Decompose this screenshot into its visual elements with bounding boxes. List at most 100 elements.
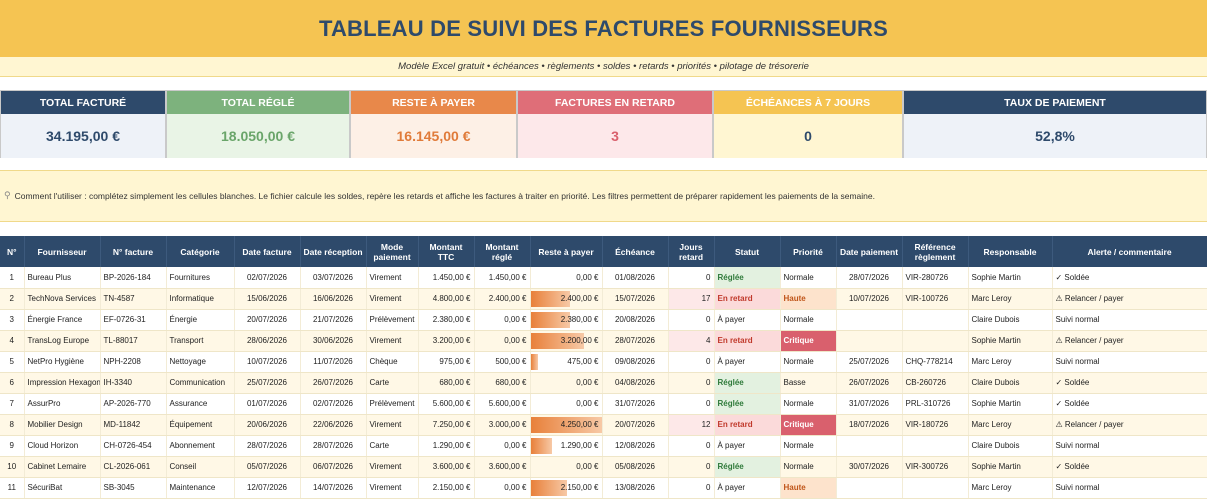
cell-ref[interactable] bbox=[902, 309, 969, 331]
cell-date-paiement[interactable]: 18/07/2026 bbox=[836, 414, 903, 436]
cell-date-reception[interactable]: 11/07/2026 bbox=[300, 351, 367, 373]
cell-reste[interactable]: 4.250,00 € bbox=[530, 414, 603, 436]
column-header[interactable]: Catégorie bbox=[166, 236, 235, 267]
table-row[interactable]: 4 TransLog Europe TL-88017 Transport 28/06/2… bbox=[0, 330, 1207, 352]
cell-priorite[interactable]: Normale bbox=[780, 351, 837, 373]
cell-echeance[interactable]: 28/07/2026 bbox=[602, 330, 669, 352]
cell-mode[interactable]: Carte bbox=[366, 372, 419, 394]
column-header[interactable]: Montant TTC bbox=[418, 236, 475, 267]
cell-fournisseur[interactable]: Bureau Plus bbox=[24, 267, 101, 289]
cell-fournisseur[interactable]: TransLog Europe bbox=[24, 330, 101, 352]
cell-facture[interactable]: NPH-2208 bbox=[100, 351, 167, 373]
cell-echeance[interactable]: 15/07/2026 bbox=[602, 288, 669, 310]
cell-responsable[interactable]: Marc Leroy bbox=[968, 351, 1053, 373]
cell-facture[interactable]: IH-3340 bbox=[100, 372, 167, 394]
cell-ref[interactable]: VIR-300726 bbox=[902, 456, 969, 478]
cell-retard[interactable]: 0 bbox=[668, 267, 715, 289]
cell-regle[interactable]: 0,00 € bbox=[474, 477, 531, 499]
table-row[interactable]: 2 TechNova Services TN-4587 Informatique 15/… bbox=[0, 288, 1207, 310]
cell-date-reception[interactable]: 16/06/2026 bbox=[300, 288, 367, 310]
cell-ref[interactable] bbox=[902, 435, 969, 457]
cell-retard[interactable]: 0 bbox=[668, 309, 715, 331]
cell-ttc[interactable]: 3.600,00 € bbox=[418, 456, 475, 478]
cell-reste[interactable]: 2.380,00 € bbox=[530, 309, 603, 331]
cell-categorie[interactable]: Nettoyage bbox=[166, 351, 235, 373]
cell-date-reception[interactable]: 21/07/2026 bbox=[300, 309, 367, 331]
cell-regle[interactable]: 0,00 € bbox=[474, 435, 531, 457]
cell-n[interactable]: 10 bbox=[0, 456, 25, 478]
cell-echeance[interactable]: 13/08/2026 bbox=[602, 477, 669, 499]
cell-categorie[interactable]: Abonnement bbox=[166, 435, 235, 457]
cell-priorite[interactable]: Basse bbox=[780, 372, 837, 394]
cell-priorite[interactable]: Normale bbox=[780, 456, 837, 478]
cell-responsable[interactable]: Sophie Martin bbox=[968, 393, 1053, 415]
table-row[interactable]: 11 SécuriBat SB-3045 Maintenance 12/07/2026 1… bbox=[0, 477, 1207, 499]
cell-responsable[interactable]: Claire Dubois bbox=[968, 309, 1053, 331]
table-row[interactable]: 9 Cloud Horizon CH-0726-454 Abonnement 28/07… bbox=[0, 435, 1207, 457]
cell-n[interactable]: 5 bbox=[0, 351, 25, 373]
cell-responsable[interactable]: Sophie Martin bbox=[968, 456, 1053, 478]
cell-facture[interactable]: TL-88017 bbox=[100, 330, 167, 352]
cell-echeance[interactable]: 12/08/2026 bbox=[602, 435, 669, 457]
column-header[interactable]: N° facture bbox=[100, 236, 167, 267]
cell-alerte[interactable]: ✓ Soldée bbox=[1052, 456, 1207, 478]
cell-priorite[interactable]: Normale bbox=[780, 309, 837, 331]
cell-reste[interactable]: 0,00 € bbox=[530, 372, 603, 394]
cell-regle[interactable]: 500,00 € bbox=[474, 351, 531, 373]
cell-statut[interactable]: Réglée bbox=[714, 456, 781, 478]
cell-responsable[interactable]: Sophie Martin bbox=[968, 267, 1053, 289]
cell-fournisseur[interactable]: Cabinet Lemaire bbox=[24, 456, 101, 478]
cell-reste[interactable]: 1.290,00 € bbox=[530, 435, 603, 457]
cell-n[interactable]: 1 bbox=[0, 267, 25, 289]
cell-echeance[interactable]: 31/07/2026 bbox=[602, 393, 669, 415]
cell-date-facture[interactable]: 25/07/2026 bbox=[234, 372, 301, 394]
cell-ref[interactable]: VIR-100726 bbox=[902, 288, 969, 310]
cell-ttc[interactable]: 2.150,00 € bbox=[418, 477, 475, 499]
cell-date-paiement[interactable]: 10/07/2026 bbox=[836, 288, 903, 310]
cell-regle[interactable]: 3.600,00 € bbox=[474, 456, 531, 478]
cell-statut[interactable]: En retard bbox=[714, 288, 781, 310]
cell-alerte[interactable]: ✓ Soldée bbox=[1052, 267, 1207, 289]
cell-ref[interactable] bbox=[902, 330, 969, 352]
cell-retard[interactable]: 17 bbox=[668, 288, 715, 310]
table-row[interactable]: 6 Impression Hexagone IH-3340 Communication… bbox=[0, 372, 1207, 394]
cell-reste[interactable]: 0,00 € bbox=[530, 456, 603, 478]
cell-regle[interactable]: 5.600,00 € bbox=[474, 393, 531, 415]
cell-date-paiement[interactable]: 28/07/2026 bbox=[836, 267, 903, 289]
cell-statut[interactable]: À payer bbox=[714, 477, 781, 499]
cell-date-reception[interactable]: 22/06/2026 bbox=[300, 414, 367, 436]
cell-ttc[interactable]: 4.800,00 € bbox=[418, 288, 475, 310]
cell-date-reception[interactable]: 03/07/2026 bbox=[300, 267, 367, 289]
table-row[interactable]: 7 AssurPro AP-2026-770 Assurance 01/07/2026 0… bbox=[0, 393, 1207, 415]
cell-responsable[interactable]: Claire Dubois bbox=[968, 435, 1053, 457]
cell-responsable[interactable]: Sophie Martin bbox=[968, 330, 1053, 352]
cell-responsable[interactable]: Marc Leroy bbox=[968, 477, 1053, 499]
table-row[interactable]: 3 Énergie France EF-0726-31 Énergie 20/07/20… bbox=[0, 309, 1207, 331]
cell-ttc[interactable]: 1.450,00 € bbox=[418, 267, 475, 289]
column-header[interactable]: Statut bbox=[714, 236, 781, 267]
cell-ttc[interactable]: 1.290,00 € bbox=[418, 435, 475, 457]
cell-retard[interactable]: 0 bbox=[668, 435, 715, 457]
cell-date-paiement[interactable]: 26/07/2026 bbox=[836, 372, 903, 394]
cell-date-reception[interactable]: 14/07/2026 bbox=[300, 477, 367, 499]
cell-reste[interactable]: 475,00 € bbox=[530, 351, 603, 373]
cell-statut[interactable]: Réglée bbox=[714, 393, 781, 415]
cell-categorie[interactable]: Maintenance bbox=[166, 477, 235, 499]
cell-ref[interactable]: VIR-180726 bbox=[902, 414, 969, 436]
cell-categorie[interactable]: Assurance bbox=[166, 393, 235, 415]
cell-priorite[interactable]: Normale bbox=[780, 435, 837, 457]
cell-alerte[interactable]: ⚠ Relancer / payer bbox=[1052, 288, 1207, 310]
cell-fournisseur[interactable]: AssurPro bbox=[24, 393, 101, 415]
cell-statut[interactable]: À payer bbox=[714, 309, 781, 331]
cell-alerte[interactable]: ✓ Soldée bbox=[1052, 393, 1207, 415]
cell-mode[interactable]: Virement bbox=[366, 477, 419, 499]
cell-facture[interactable]: TN-4587 bbox=[100, 288, 167, 310]
cell-ref[interactable] bbox=[902, 477, 969, 499]
table-row[interactable]: 5 NetPro Hygiène NPH-2208 Nettoyage 10/07/20… bbox=[0, 351, 1207, 373]
cell-categorie[interactable]: Équipement bbox=[166, 414, 235, 436]
cell-date-facture[interactable]: 05/07/2026 bbox=[234, 456, 301, 478]
cell-ttc[interactable]: 680,00 € bbox=[418, 372, 475, 394]
cell-retard[interactable]: 12 bbox=[668, 414, 715, 436]
cell-statut[interactable]: En retard bbox=[714, 414, 781, 436]
cell-alerte[interactable]: Suivi normal bbox=[1052, 309, 1207, 331]
